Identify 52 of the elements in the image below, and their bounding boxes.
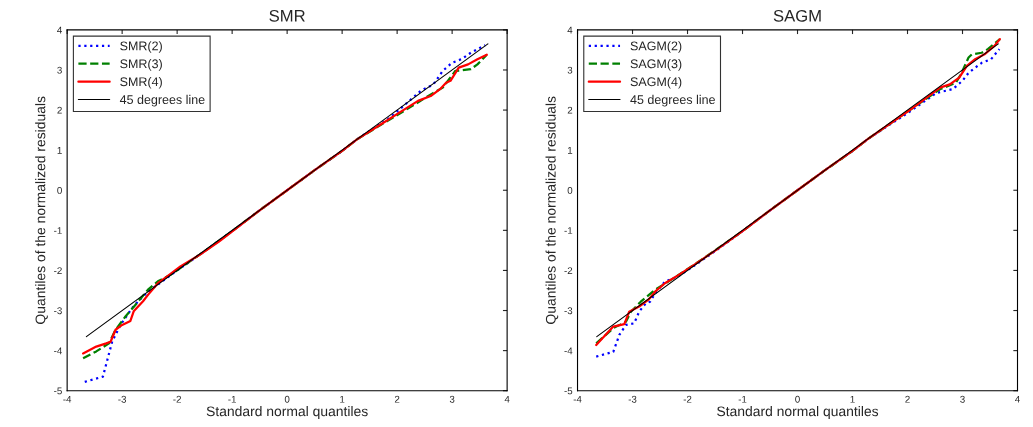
y-tick-label: -2: [564, 267, 573, 274]
chart-title: SAGM: [773, 9, 821, 22]
x-tick-label: -2: [683, 395, 692, 403]
y-tick-label: 4: [57, 26, 62, 34]
y-tick-label: -5: [54, 387, 62, 395]
y-tick-label: 3: [567, 66, 573, 74]
y-tick-label: 1: [568, 147, 573, 154]
y-tick-label: -1: [54, 227, 62, 234]
y-tick-label: 4: [567, 26, 573, 34]
x-axis-title: Standard normal quantiles: [717, 406, 879, 419]
x-tick-label: -1: [738, 395, 747, 403]
x-axis-title: Standard normal quantiles: [206, 406, 368, 419]
y-tick-label: -3: [564, 307, 573, 315]
y-tick-label: 0: [567, 186, 573, 194]
chart-title: SMR: [269, 9, 305, 22]
legend-label: 45 degrees line: [119, 94, 205, 107]
legend-label: SMR(3): [120, 59, 162, 71]
x-tick-label: 3: [960, 395, 965, 403]
legend-label: SAGM(2): [630, 41, 682, 53]
y-tick-label: 2: [567, 106, 573, 114]
x-tick-label: -3: [628, 395, 637, 403]
x-tick-label: 2: [905, 395, 910, 403]
y-tick-label: -4: [54, 347, 62, 355]
y-tick-label: -4: [564, 347, 573, 355]
legend-label: 45 degrees line: [630, 94, 715, 107]
legend-label: SAGM(4): [630, 76, 682, 89]
x-tick-label: 0: [284, 395, 290, 403]
x-tick-label: -4: [573, 395, 582, 403]
legend-label: SAGM(3): [630, 59, 682, 71]
x-tick-label: 1: [850, 395, 855, 403]
y-axis-title: Quantiles of the normalized residuals: [35, 96, 48, 324]
y-tick-label: -1: [564, 227, 573, 234]
y-tick-label: -2: [54, 267, 62, 274]
x-tick-label: 4: [504, 395, 510, 403]
x-tick-label: -2: [173, 395, 181, 403]
legend-label: SMR(2): [120, 41, 162, 53]
x-tick-label: -1: [228, 395, 236, 403]
x-tick-label: 2: [394, 395, 400, 403]
y-tick-label: 2: [57, 106, 62, 114]
x-tick-label: 0: [795, 395, 800, 403]
legend-label: SMR(4): [120, 76, 162, 89]
x-tick-label: -4: [63, 395, 72, 403]
x-tick-label: -3: [118, 395, 127, 403]
y-axis-title: Quantiles of the normalized residuals: [545, 96, 559, 324]
x-tick-label: 4: [1015, 395, 1020, 403]
y-tick-label: -3: [54, 307, 62, 315]
y-tick-label: 1: [57, 147, 62, 154]
y-tick-label: -5: [564, 387, 573, 395]
x-tick-label: 1: [340, 395, 345, 403]
y-tick-label: 3: [57, 66, 62, 74]
y-tick-label: 0: [57, 186, 62, 194]
x-tick-label: 3: [449, 395, 455, 403]
